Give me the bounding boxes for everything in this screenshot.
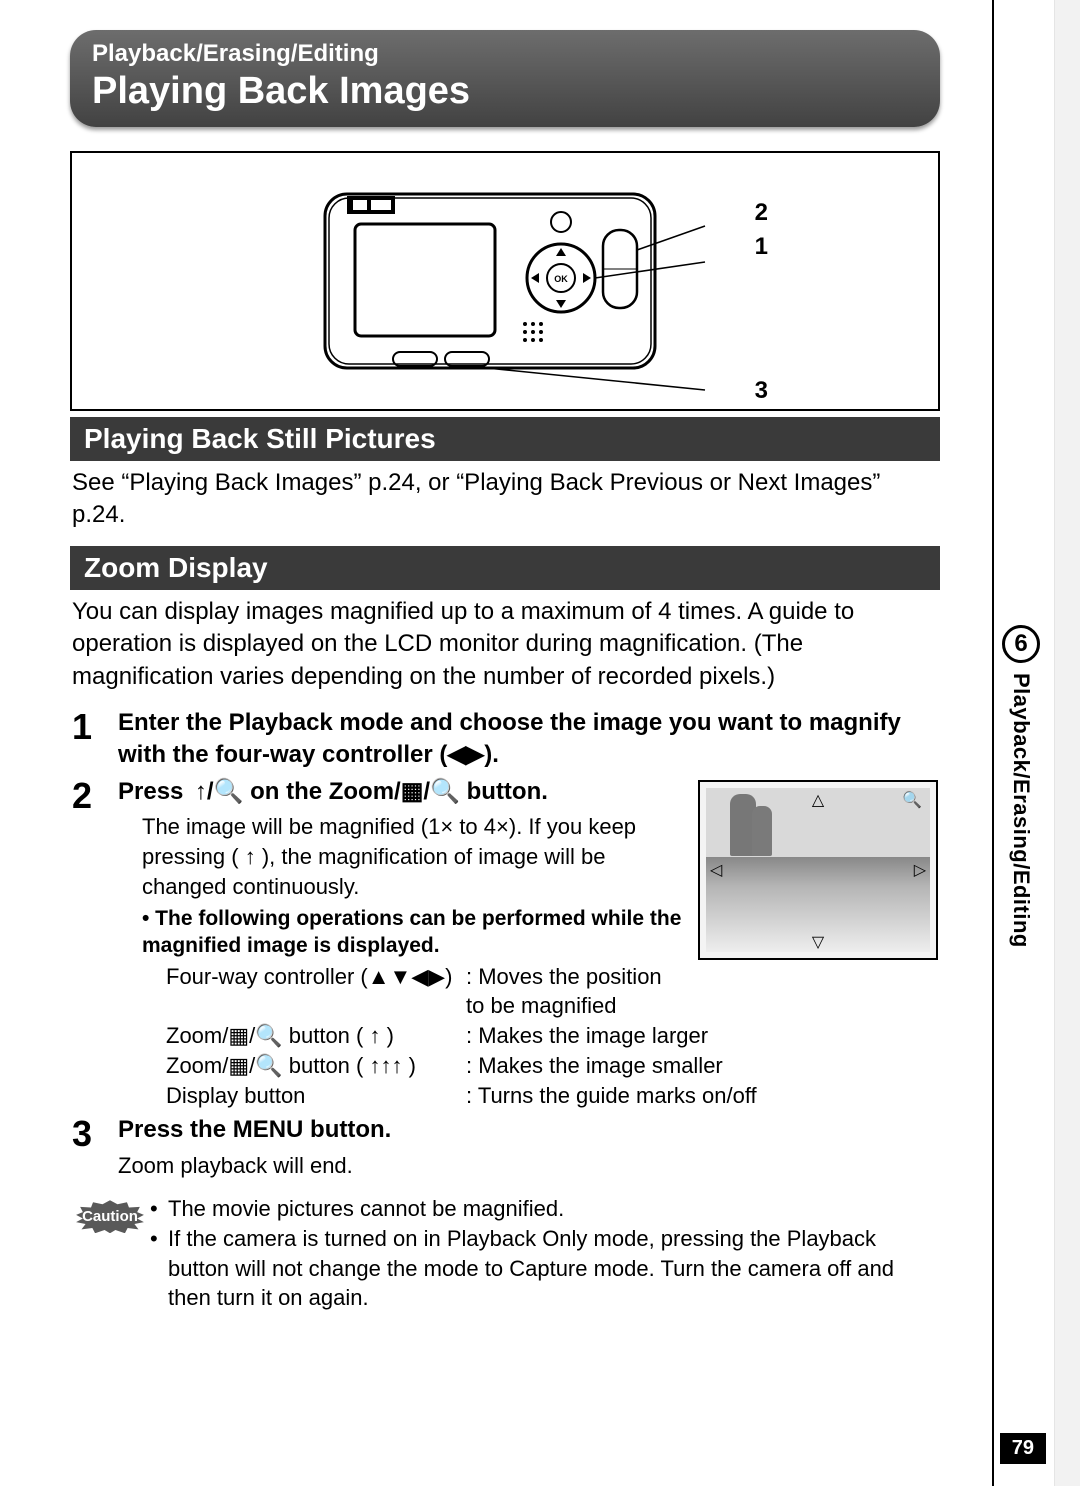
step-number: 1 (72, 707, 118, 772)
chapter-label: Playback/Erasing/Editing (1008, 673, 1034, 948)
op-control: Zoom/▦/🔍 button ( ↑ ) (166, 1021, 466, 1051)
lcd-preview: △ ▽ ◁ ▷ 🔍 (698, 780, 938, 960)
step-2: 2 △ ▽ ◁ ▷ 🔍 Press ↑/🔍 on the Zoom/▦/🔍 bu… (72, 776, 938, 1110)
nav-down-icon: ▽ (812, 932, 824, 952)
camera-line-art: OK (285, 166, 725, 396)
caution-text: The movie pictures cannot be magnified. (168, 1194, 564, 1224)
header-subtitle: Playback/Erasing/Editing (92, 40, 918, 68)
caution-icon: Caution (76, 1200, 144, 1233)
page-number: 79 (1000, 1433, 1046, 1464)
header-title: Playing Back Images (92, 70, 918, 113)
step-3-description: Zoom playback will end. (118, 1151, 938, 1181)
diagram-callout-1: 1 (755, 233, 768, 261)
step-3-heading: Press the MENU button. (118, 1114, 938, 1146)
op-action: : Makes the image larger (466, 1021, 938, 1051)
operations-table: Four-way controller (▲▼◀▶) : Moves the p… (118, 962, 938, 1110)
caution-item: • The movie pictures cannot be magnified… (150, 1194, 940, 1224)
op-control: Four-way controller (▲▼◀▶) (166, 962, 466, 1021)
nav-left-icon: ◁ (710, 860, 722, 880)
diagram-callout-2: 2 (755, 199, 768, 227)
scan-margin (1054, 0, 1080, 1486)
side-tab: 6 Playback/Erasing/Editing (992, 0, 1052, 1486)
section1-text: See “Playing Back Images” p.24, or “Play… (70, 461, 940, 542)
op-action: : Turns the guide marks on/off (466, 1081, 938, 1111)
section2-intro: You can display images magnified up to a… (70, 590, 940, 703)
step-1-heading: Enter the Playback mode and choose the i… (118, 707, 938, 772)
op-control: Display button (166, 1081, 466, 1111)
caution-text: If the camera is turned on in Playback O… (168, 1224, 940, 1313)
op-row: Four-way controller (▲▼◀▶) : Moves the p… (166, 962, 684, 1021)
section-heading-zoom-display: Zoom Display (70, 546, 940, 590)
nav-right-icon: ▷ (914, 860, 926, 880)
caution-block: Caution • The movie pictures cannot be m… (70, 1194, 940, 1313)
op-row: Zoom/▦/🔍 button ( ↑ ) : Makes the image … (166, 1021, 938, 1051)
op-action: : Makes the image smaller (466, 1051, 938, 1081)
step-number: 3 (72, 1114, 118, 1180)
magnify-icon: 🔍 (902, 790, 922, 810)
page-header: Playback/Erasing/Editing Playing Back Im… (70, 30, 940, 127)
caution-item: • If the camera is turned on in Playback… (150, 1224, 940, 1313)
nav-up-icon: △ (812, 790, 824, 810)
op-action: : Moves the position to be magnified (466, 962, 684, 1021)
op-control: Zoom/▦/🔍 button ( ↑↑↑ ) (166, 1051, 466, 1081)
step-3: 3 Press the MENU button. Zoom playback w… (72, 1114, 938, 1180)
diagram-callout-3: 3 (755, 377, 768, 405)
op-row: Display button : Turns the guide marks o… (166, 1081, 938, 1111)
op-row: Zoom/▦/🔍 button ( ↑↑↑ ) : Makes the imag… (166, 1051, 938, 1081)
step-number: 2 (72, 776, 118, 1110)
svg-text:OK: OK (554, 274, 568, 284)
chapter-number-badge: 6 (1002, 625, 1040, 663)
camera-diagram: OK 2 1 3 (70, 151, 940, 411)
step-1: 1 Enter the Playback mode and choose the… (72, 707, 938, 772)
section-heading-still-pictures: Playing Back Still Pictures (70, 417, 940, 461)
